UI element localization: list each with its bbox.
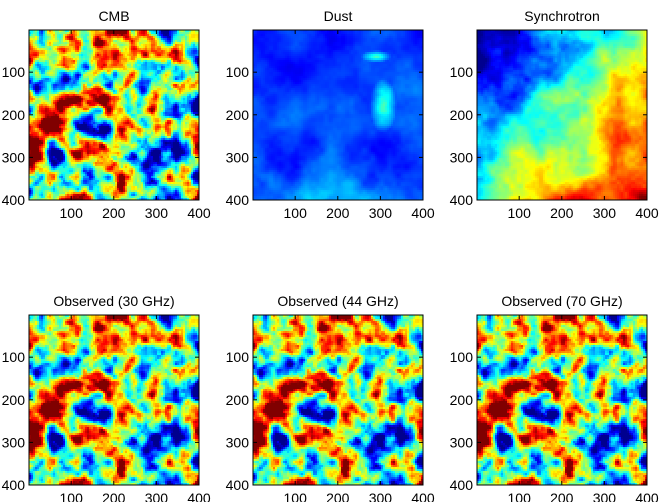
y-tick-label: 100 [450, 349, 474, 365]
x-tick-label: 200 [326, 205, 350, 221]
panel-2: Dust 100 200 300 400 100 200 300 400 [226, 8, 435, 221]
x-tick-label: 100 [508, 490, 532, 502]
panel-1: CMB 100 200 300 400 100 200 300 400 [2, 8, 211, 221]
y-tick-label: 400 [226, 192, 250, 208]
y-tick-label: 300 [226, 434, 250, 450]
x-tick-label: 100 [508, 205, 532, 221]
y-tick-label: 200 [226, 392, 250, 408]
x-tick-label: 100 [284, 490, 308, 502]
x-tick-label: 100 [60, 490, 84, 502]
y-tick-label: 300 [2, 149, 26, 165]
y-tick-label: 200 [450, 107, 474, 123]
x-tick-label: 300 [145, 205, 169, 221]
y-tick-label: 400 [450, 477, 474, 493]
panel-title: Synchrotron [524, 8, 599, 24]
y-tick-label: 100 [2, 349, 26, 365]
heatmap-image [253, 30, 423, 200]
x-tick-label: 400 [187, 205, 211, 221]
y-tick-label: 200 [2, 107, 26, 123]
x-tick-label: 400 [411, 205, 435, 221]
x-tick-label: 300 [369, 205, 393, 221]
y-tick-label: 100 [2, 64, 26, 80]
heatmap-image [253, 315, 423, 485]
panel-title: Observed (44 GHz) [277, 293, 398, 309]
panel-title: Observed (70 GHz) [501, 293, 622, 309]
panel-5: Observed (44 GHz) 100 200 300 400 100 200 300 40… [226, 293, 435, 502]
y-tick-label: 100 [226, 349, 250, 365]
x-tick-label: 400 [635, 490, 659, 502]
x-tick-label: 300 [593, 205, 617, 221]
heatmap-image [29, 315, 199, 485]
panel-title: CMB [98, 8, 129, 24]
panel-4: Observed (30 GHz) 100 200 300 400 100 200 300 40… [2, 293, 211, 502]
y-tick-label: 200 [2, 392, 26, 408]
panel-6: Observed (70 GHz) 100 200 300 400 100 200 300 40… [450, 293, 659, 502]
x-tick-label: 300 [145, 490, 169, 502]
y-tick-label: 400 [450, 192, 474, 208]
y-tick-label: 100 [450, 64, 474, 80]
heatmap-image [477, 315, 647, 485]
x-tick-label: 300 [593, 490, 617, 502]
y-tick-label: 100 [226, 64, 250, 80]
y-tick-label: 300 [226, 149, 250, 165]
x-tick-label: 400 [635, 205, 659, 221]
y-tick-label: 400 [2, 477, 26, 493]
x-tick-label: 200 [550, 205, 574, 221]
x-tick-label: 200 [326, 490, 350, 502]
y-tick-label: 400 [226, 477, 250, 493]
y-tick-label: 300 [450, 149, 474, 165]
panel-title: Dust [324, 8, 353, 24]
y-tick-label: 200 [450, 392, 474, 408]
x-tick-label: 400 [187, 490, 211, 502]
y-tick-label: 300 [450, 434, 474, 450]
x-tick-label: 100 [60, 205, 84, 221]
x-tick-label: 100 [284, 205, 308, 221]
heatmap-image [477, 30, 647, 200]
x-tick-label: 200 [102, 205, 126, 221]
x-tick-label: 400 [411, 490, 435, 502]
y-tick-label: 400 [2, 192, 26, 208]
y-tick-label: 200 [226, 107, 250, 123]
y-tick-label: 300 [2, 434, 26, 450]
panel-3: Synchrotron 100 200 300 400 100 200 300 400 [450, 8, 659, 221]
x-tick-label: 300 [369, 490, 393, 502]
panel-title: Observed (30 GHz) [53, 293, 174, 309]
x-tick-label: 200 [550, 490, 574, 502]
x-tick-label: 200 [102, 490, 126, 502]
heatmap-image [29, 30, 199, 200]
